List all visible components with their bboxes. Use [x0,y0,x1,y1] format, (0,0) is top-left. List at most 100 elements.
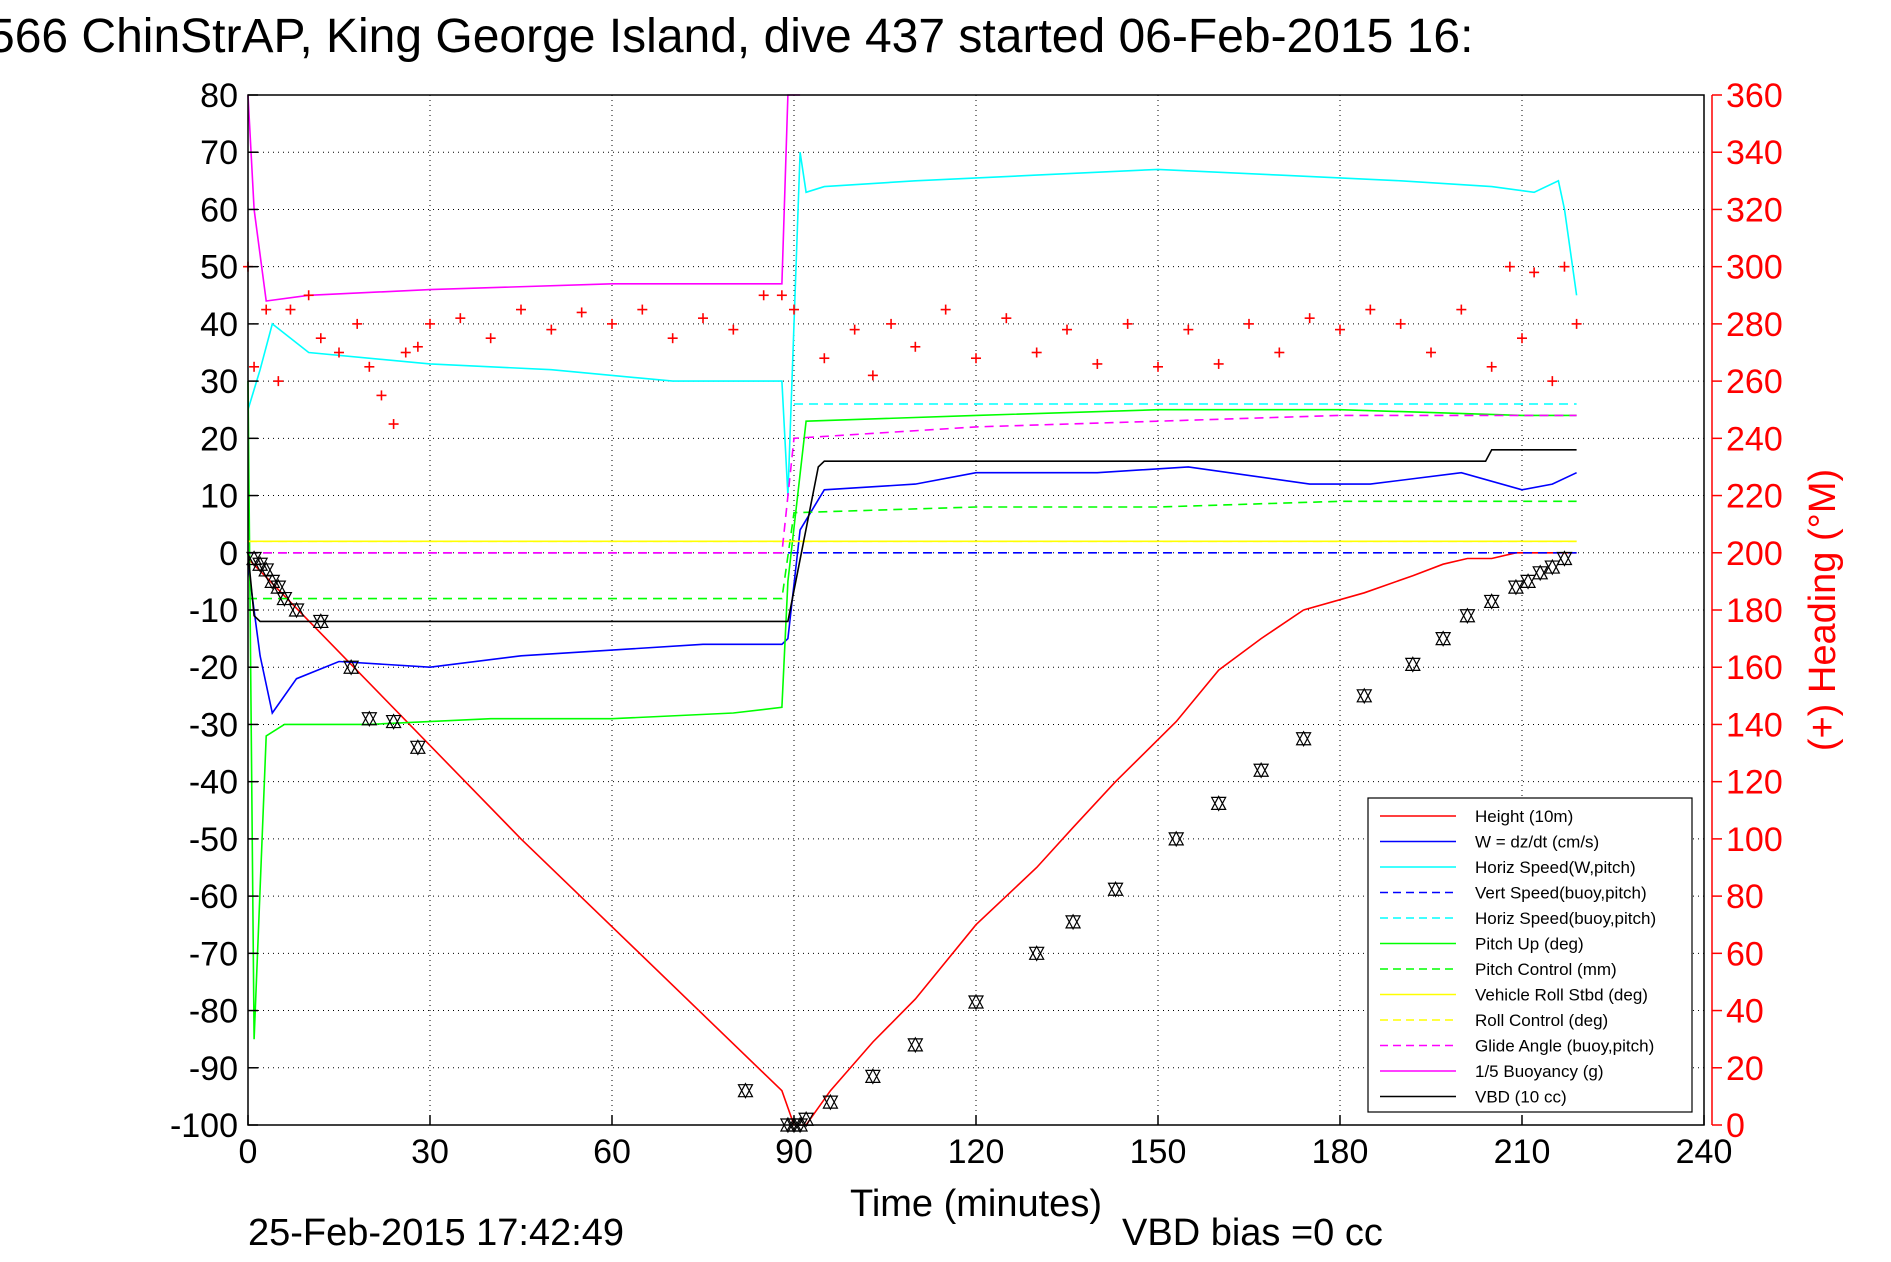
height-marker [1544,558,1561,576]
y2-tick-label: 360 [1726,77,1783,115]
legend-label: Vehicle Roll Stbd (deg) [1475,986,1648,1005]
heading-marker [758,290,769,301]
y2-axis-label: (+) Heading (°M) [1802,469,1844,751]
heading-marker [455,313,466,324]
y-tick-label: -70 [189,935,238,973]
heading-marker [776,290,787,301]
heading-marker [940,304,951,315]
heading-marker [364,361,375,372]
height-marker [907,1036,924,1054]
y2-tick-label: 340 [1726,134,1783,172]
legend-item: VBD (10 cc) [1380,1088,1567,1107]
height-marker [1356,687,1373,705]
legend-box [1367,797,1693,1113]
heading-marker [1031,347,1042,358]
legend-item: W = dz/dt (cm/s) [1380,833,1599,852]
series-line [247,466,1577,715]
y2-tick-label: 80 [1726,878,1764,916]
height-marker [822,1093,839,1111]
y2-tick-label: 260 [1726,363,1783,401]
y-tick-label: -40 [189,764,238,802]
height-marker [361,710,378,727]
height-marker [312,613,329,630]
heading-marker [637,304,648,315]
heading-marker [1092,358,1103,369]
legend-label: 1/5 Buoyancy (g) [1475,1062,1604,1081]
x-tick-label: 0 [239,1133,258,1171]
series-line [247,448,1577,623]
heading-marker [1547,376,1558,387]
heading-marker [849,324,860,335]
y2-tick-label: 140 [1726,706,1783,744]
heading-marker [910,341,921,352]
heading-marker [249,361,260,372]
marker-layer [246,550,1573,1134]
y-tick-label: 40 [200,306,238,344]
heading-marker [1529,267,1540,278]
x-tick-label: 120 [948,1133,1005,1171]
heading-marker [1274,347,1285,358]
heading-marker [1559,261,1570,272]
legend-item: Pitch Control (mm) [1380,960,1617,979]
y-tick-label: 10 [200,478,238,516]
height-marker [288,601,305,619]
heading-marker [728,324,739,335]
series-line [248,500,1577,600]
heading-marker [1571,318,1582,329]
legend-item: Horiz Speed(buoy,pitch) [1380,909,1656,928]
height-marker [276,590,293,607]
y2-tick-label: 60 [1726,935,1764,973]
heading-marker [867,370,878,381]
heading-marker [1183,324,1194,335]
heading-marker [315,333,326,344]
heading-marker [516,304,526,315]
x-tick-label: 240 [1676,1133,1733,1171]
legend-item: Horiz Speed(W,pitch) [1380,858,1636,877]
heading-marker [546,324,557,335]
heading-marker [400,347,411,358]
x-axis-ticks: 0 30 60 90 120 150 180 210 240 [239,1115,1733,1171]
y-tick-label: 20 [200,420,238,458]
y2-tick-label: 20 [1726,1050,1764,1088]
legend-label: Vert Speed(buoy,pitch) [1475,884,1647,903]
legend-item: Height (10m) [1380,807,1573,826]
heading-marker [285,304,296,315]
y-tick-label: 70 [200,134,238,172]
figure-title: 566 ChinStrAP, King George Island, dive … [0,10,1473,63]
y-tick-label: -90 [189,1050,238,1088]
heading-marker [1365,304,1376,315]
y-tick-label: -50 [189,821,238,859]
y-tick-label: -30 [189,706,238,744]
y2-tick-label: 220 [1726,478,1783,516]
x-tick-label: 30 [411,1133,449,1171]
height-marker [1507,578,1524,596]
legend-label: Horiz Speed(buoy,pitch) [1475,909,1656,928]
height-marker [385,713,402,730]
series-line [247,381,1577,1040]
heading-marker [1153,361,1163,372]
height-marker [1168,830,1185,848]
x-tick-label: 150 [1130,1133,1187,1171]
y2-tick-label: 320 [1726,191,1783,229]
heading-marker [667,333,678,344]
height-marker [1520,573,1537,590]
heading-marker [971,353,981,364]
heading-marker [1062,324,1072,335]
legend-items: Height (10m) W = dz/dt (cm/s) Horiz Speed(… [1380,807,1656,1107]
legend-label: Pitch Up (deg) [1475,935,1584,954]
y2-tick-label: 40 [1726,993,1764,1031]
y-tick-label: -60 [189,878,238,916]
heading-marker [485,333,496,344]
heading-layer [243,261,1582,430]
heading-marker [1304,313,1315,324]
series-line [247,152,1578,496]
heading-marker [1244,318,1254,329]
heading-marker [1456,304,1467,315]
legend-label: Horiz Speed(W,pitch) [1475,858,1636,877]
heading-marker [886,318,897,329]
legend-label: Glide Angle (buoy,pitch) [1475,1037,1654,1056]
heading-marker [352,318,363,329]
y-tick-label: 60 [200,191,238,229]
series-line [248,414,1577,554]
